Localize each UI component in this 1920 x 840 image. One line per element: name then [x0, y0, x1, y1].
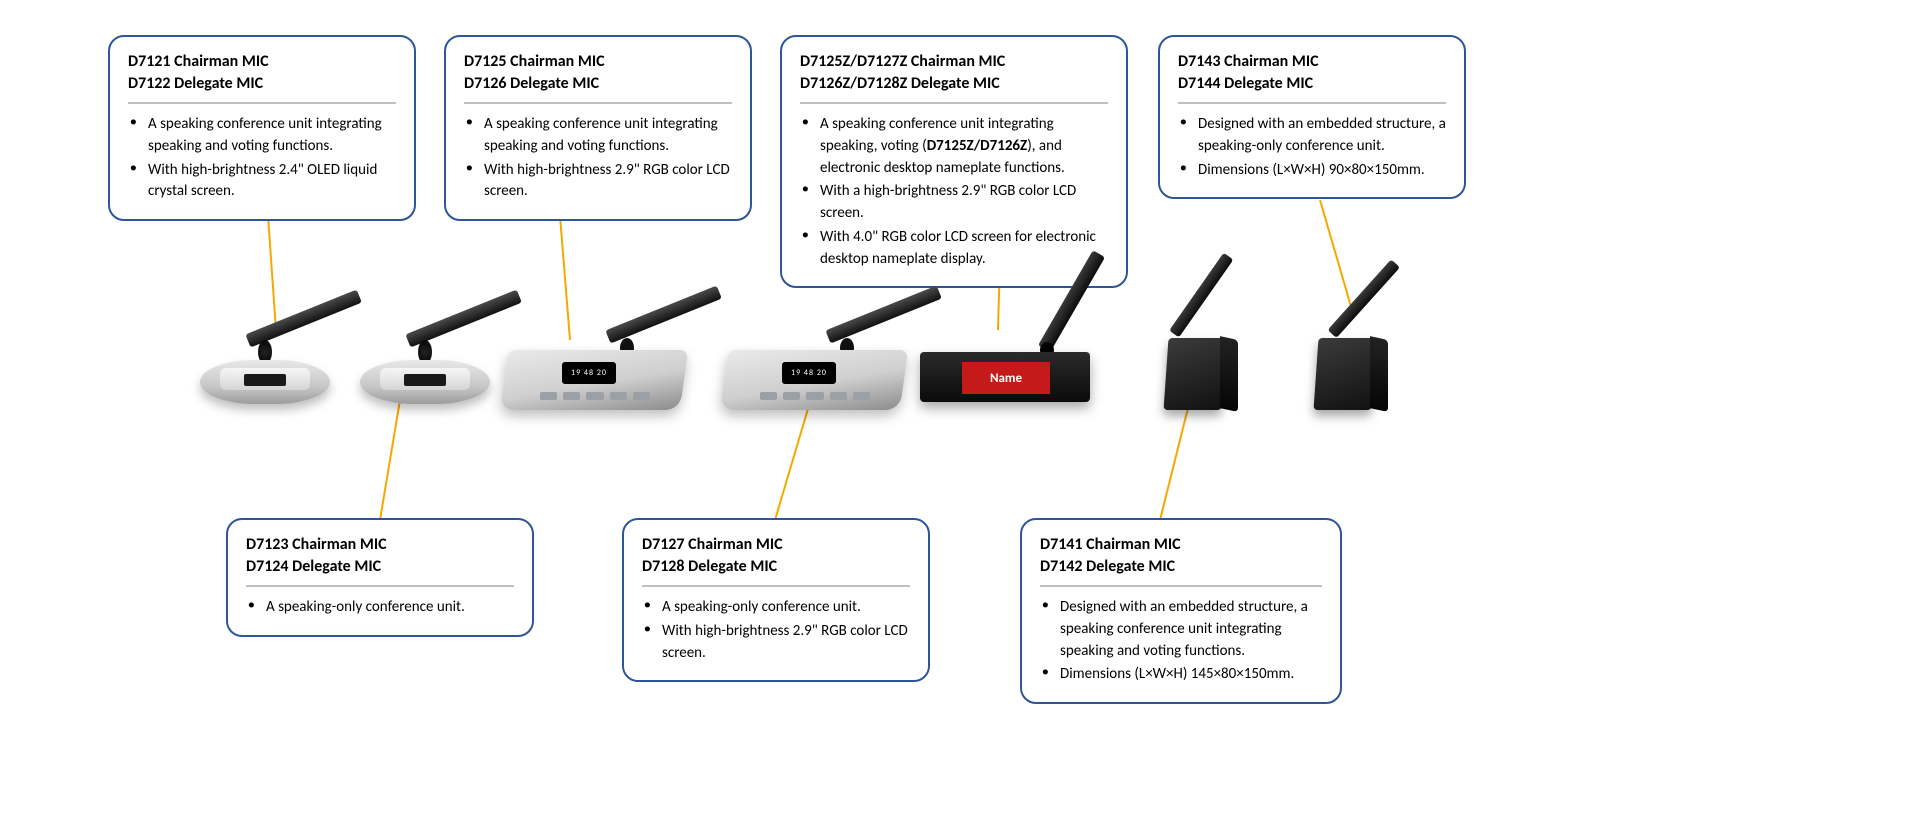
lcd-readout: 19 48 20	[562, 362, 616, 384]
bullet: A speaking conference unit integrating s…	[128, 114, 396, 158]
product-d7125z-image: Name	[914, 266, 1124, 416]
callout-d7125z-d7127z: D7125Z/D7127Z Chairman MIC D7126Z/D7128Z…	[780, 35, 1128, 288]
callout-d7127-d7128: D7127 Chairman MIC D7128 Delegate MIC A …	[622, 518, 930, 682]
bullet-list: A speaking-only conference unit.	[246, 597, 514, 619]
callout-title: D7123 Chairman MIC D7124 Delegate MIC	[246, 534, 514, 577]
callout-d7143-d7144: D7143 Chairman MIC D7144 Delegate MIC De…	[1158, 35, 1466, 199]
product-d7121-image	[190, 270, 340, 410]
divider	[464, 102, 732, 104]
bullet-list: A speaking conference unit integrating s…	[128, 114, 396, 203]
bullet: With high-brightness 2.9" RGB color LCD …	[642, 621, 910, 665]
product-d7127-image: 19 48 20	[720, 268, 910, 418]
divider	[1040, 585, 1322, 587]
bullet-list: A speaking-only conference unit. With hi…	[642, 597, 910, 664]
lcd-readout: 19 48 20	[782, 362, 836, 384]
bullet: With a high-brightness 2.9" RGB color LC…	[800, 181, 1108, 225]
bullet: Designed with an embedded structure, a s…	[1178, 114, 1446, 158]
bullet-list: Designed with an embedded structure, a s…	[1040, 597, 1322, 686]
bullet: Dimensions (L×W×H) 90×80×150mm.	[1178, 160, 1446, 182]
callout-d7141-d7142: D7141 Chairman MIC D7142 Delegate MIC De…	[1020, 518, 1342, 704]
divider	[1178, 102, 1446, 104]
bullet: A speaking-only conference unit.	[642, 597, 910, 619]
callout-title: D7127 Chairman MIC D7128 Delegate MIC	[642, 534, 910, 577]
divider	[642, 585, 910, 587]
callout-d7121-d7122: D7121 Chairman MIC D7122 Delegate MIC A …	[108, 35, 416, 221]
bullet: A speaking conference unit integrating s…	[464, 114, 732, 158]
callout-title: D7125Z/D7127Z Chairman MIC D7126Z/D7128Z…	[800, 51, 1108, 94]
bullet-list: Designed with an embedded structure, a s…	[1178, 114, 1446, 181]
callout-title: D7125 Chairman MIC D7126 Delegate MIC	[464, 51, 732, 94]
callout-d7125-d7126: D7125 Chairman MIC D7126 Delegate MIC A …	[444, 35, 752, 221]
callout-title: D7141 Chairman MIC D7142 Delegate MIC	[1040, 534, 1322, 577]
product-d7143-image	[1290, 248, 1400, 418]
product-d7123-image	[350, 270, 500, 410]
bullet: A speaking conference unit integrating s…	[800, 114, 1108, 179]
bullet: A speaking-only conference unit.	[246, 597, 514, 619]
divider	[128, 102, 396, 104]
callout-title: D7121 Chairman MIC D7122 Delegate MIC	[128, 51, 396, 94]
bullet: With high-brightness 2.9" RGB color LCD …	[464, 160, 732, 204]
bullet: Designed with an embedded structure, a s…	[1040, 597, 1322, 662]
bullet-list: A speaking conference unit integrating s…	[464, 114, 732, 203]
divider	[246, 585, 514, 587]
divider	[800, 102, 1108, 104]
product-d7125-image: 19 48 20	[500, 268, 690, 418]
product-d7141-image	[1140, 248, 1250, 418]
bullet: With high-brightness 2.4" OLED liquid cr…	[128, 160, 396, 204]
bullet-list: A speaking conference unit integrating s…	[800, 114, 1108, 270]
callout-d7123-d7124: D7123 Chairman MIC D7124 Delegate MIC A …	[226, 518, 534, 637]
bullet: With 4.0" RGB color LCD screen for elect…	[800, 227, 1108, 271]
nameplate-label: Name	[962, 362, 1050, 394]
bullet: Dimensions (L×W×H) 145×80×150mm.	[1040, 664, 1322, 686]
callout-title: D7143 Chairman MIC D7144 Delegate MIC	[1178, 51, 1446, 94]
